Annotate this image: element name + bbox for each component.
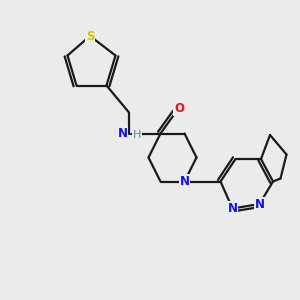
Text: S: S: [86, 29, 94, 43]
Text: H: H: [133, 130, 142, 140]
Text: N: N: [254, 197, 265, 211]
Text: N: N: [227, 202, 238, 215]
Text: N: N: [179, 175, 190, 188]
Text: N: N: [117, 127, 128, 140]
Text: O: O: [174, 102, 184, 116]
